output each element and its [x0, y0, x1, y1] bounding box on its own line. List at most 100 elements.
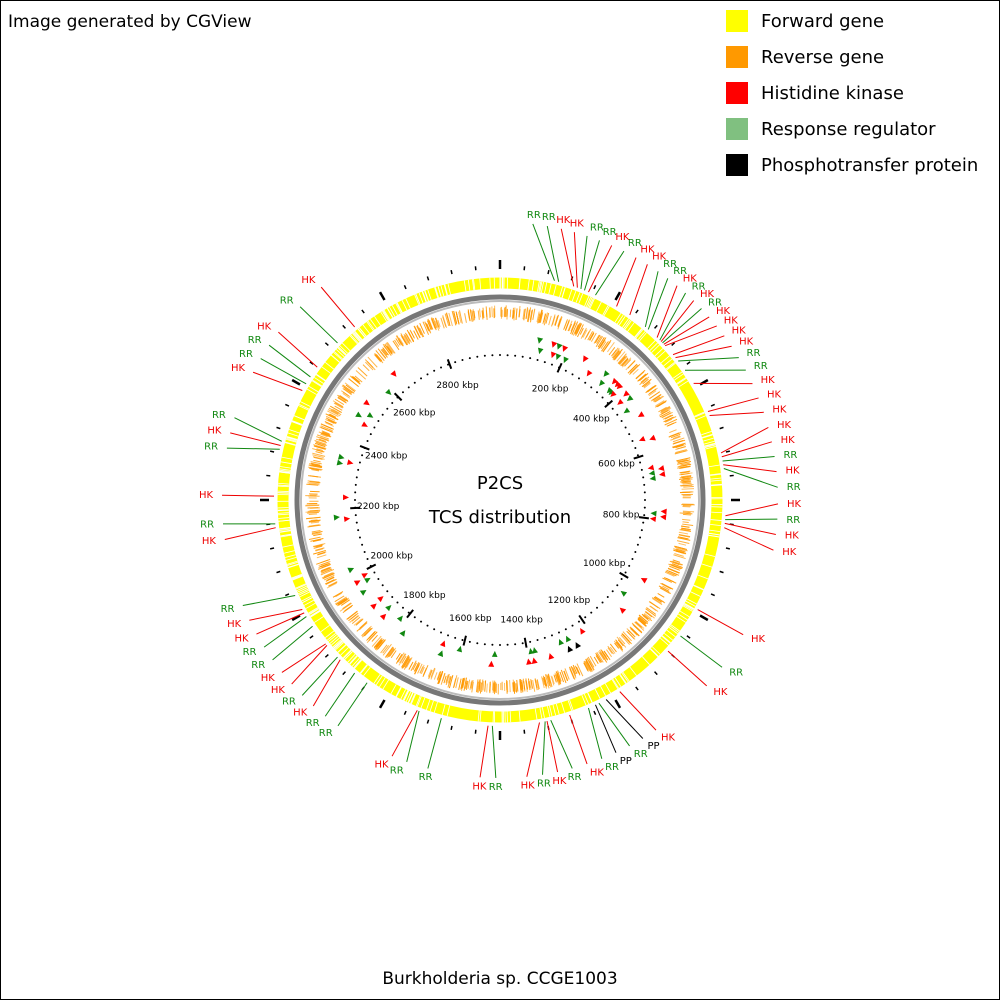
reverse-gene [526, 309, 530, 322]
reverse-gene [315, 438, 328, 444]
reverse-gene [682, 511, 691, 514]
reverse-gene [544, 677, 548, 687]
tick-label: 2400 kbp [365, 452, 408, 462]
reverse-gene [572, 324, 579, 336]
reverse-gene [619, 356, 628, 366]
feature-label: RR [692, 281, 706, 292]
reverse-gene [382, 645, 390, 654]
reverse-gene [437, 320, 441, 327]
reverse-gene [599, 649, 607, 660]
reverse-gene [325, 415, 336, 421]
reverse-gene [669, 560, 680, 566]
reverse-gene [553, 674, 557, 683]
feature-label: HK [700, 289, 715, 300]
reverse-gene [419, 666, 424, 674]
legend-label: Forward gene [761, 11, 884, 32]
reverse-gene [682, 523, 694, 526]
forward-gap [621, 318, 630, 328]
minor-tick [642, 476, 645, 479]
reverse-gene [680, 462, 690, 466]
minor-tick [363, 550, 366, 553]
reverse-gene [316, 434, 330, 440]
reverse-gene [416, 324, 424, 338]
reverse-gene [655, 400, 665, 407]
feature-mark [623, 407, 631, 414]
tick-mark [350, 506, 361, 510]
reverse-gene [313, 444, 327, 449]
reverse-gene [386, 342, 396, 354]
feature-label: HK [271, 685, 286, 696]
feature-leader [588, 245, 613, 293]
reverse-gene [460, 677, 464, 689]
reverse-gene [629, 363, 638, 372]
minor-tick [413, 616, 416, 619]
forward-gap [351, 657, 360, 667]
feature-label: RR [708, 297, 722, 308]
forward-gap [677, 613, 688, 621]
reverse-gene [446, 312, 451, 324]
reverse-gene [374, 352, 384, 364]
reverse-gene [387, 647, 395, 657]
reverse-gene [672, 560, 683, 566]
reverse-gene [662, 577, 672, 583]
forward-gap [441, 704, 446, 715]
forward-gap [539, 707, 543, 719]
reverse-gene [570, 665, 577, 677]
forward-gap [410, 693, 417, 705]
reverse-gene [680, 528, 691, 532]
forward-gap [314, 377, 324, 384]
reverse-gene [312, 539, 322, 543]
reverse-gene [641, 613, 649, 620]
outer-tick [686, 635, 691, 639]
reverse-gene [310, 521, 319, 524]
forward-gap [589, 298, 595, 309]
forward-gap [390, 684, 397, 695]
forward-gap [710, 479, 722, 482]
reverse-gene [525, 679, 528, 693]
reverse-gene [600, 341, 607, 350]
feature-label: HK [683, 274, 698, 285]
forward-gap [701, 563, 713, 568]
forward-gap [291, 420, 303, 425]
reverse-gene [375, 350, 385, 361]
feature-label: HK [761, 375, 776, 386]
minor-tick [640, 468, 643, 471]
feature-leader [312, 659, 341, 707]
reverse-gene [418, 327, 425, 338]
forward-gap [531, 280, 535, 292]
feature-mark [361, 421, 368, 427]
forward-gap [467, 279, 471, 291]
forward-gap [298, 405, 309, 411]
reverse-gene [615, 641, 624, 651]
reverse-gene [315, 548, 324, 552]
minor-tick [584, 616, 587, 619]
reverse-gene [682, 518, 691, 521]
minor-tick [476, 642, 479, 645]
outer-tick [291, 614, 301, 622]
minor-tick [634, 550, 637, 553]
reverse-gene [399, 653, 406, 664]
reverse-gene [590, 332, 597, 342]
reverse-gene [325, 578, 337, 585]
forward-gap [286, 435, 298, 440]
forward-gap [424, 290, 429, 302]
feature-label: HK [202, 536, 217, 547]
reverse-gene [364, 359, 376, 371]
reverse-gene [662, 414, 672, 420]
feature-leader [272, 625, 313, 661]
forward-gap [538, 281, 542, 293]
forward-gap [683, 603, 694, 610]
forward-gap [479, 278, 482, 290]
feature-label: RR [663, 259, 677, 270]
forward-gap [333, 352, 343, 360]
outer-tick [671, 342, 676, 346]
forward-gap [278, 482, 290, 485]
feature-leader [249, 609, 303, 621]
reverse-gene [377, 639, 386, 650]
minor-tick [628, 564, 631, 567]
minor-tick [577, 620, 580, 623]
feature-mark [439, 640, 446, 648]
reverse-gene [325, 413, 339, 421]
reverse-gene [328, 581, 338, 587]
outer-tick [547, 269, 550, 275]
